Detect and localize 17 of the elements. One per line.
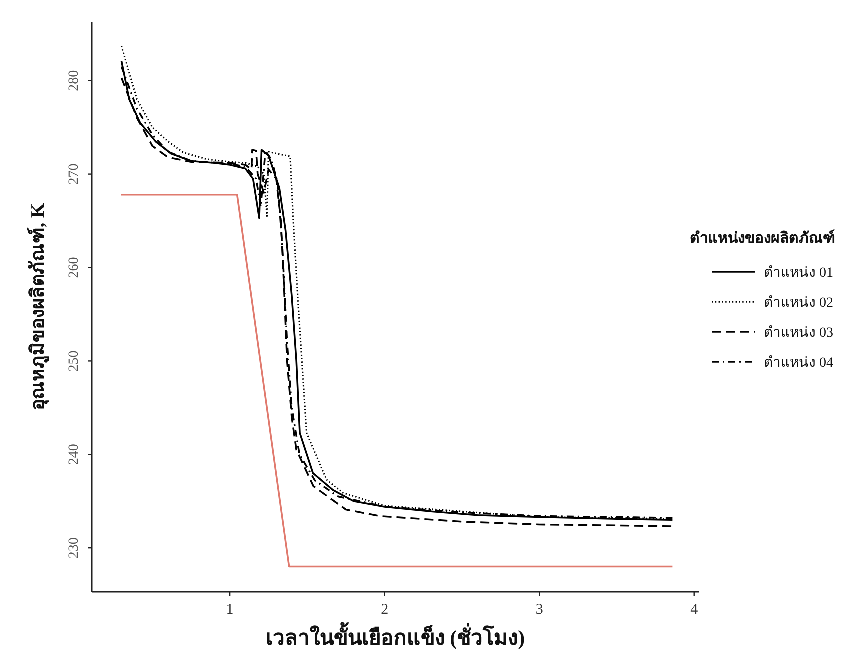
x-tick-label: 2 [381,602,389,618]
x-tick-label: 3 [536,602,544,618]
y-tick-label: 230 [67,538,82,559]
legend-label: ตำแหน่ง 01 [764,266,834,281]
y-tick-label: 280 [67,70,82,92]
x-tick-label: 1 [226,602,234,618]
y-axis-title: อุณหภูมิของผลิตภัณฑ์, K [27,203,50,411]
legend-label: ตำแหน่ง 03 [764,326,834,341]
y-tick-label: 260 [67,257,82,278]
x-axis-title: เวลาในขั้นเยือกแข็ง (ชั่วโมง) [266,622,526,650]
legend-title: ตำแหน่งของผลิตภัณฑ์ [690,229,835,247]
y-tick-label: 250 [67,350,82,372]
legend-label: ตำแหน่ง 04 [764,356,834,371]
y-tick-label: 270 [67,164,82,185]
y-tick-label: 240 [67,444,82,466]
legend-label: ตำแหน่ง 02 [764,296,834,311]
x-tick-label: 4 [690,602,699,618]
